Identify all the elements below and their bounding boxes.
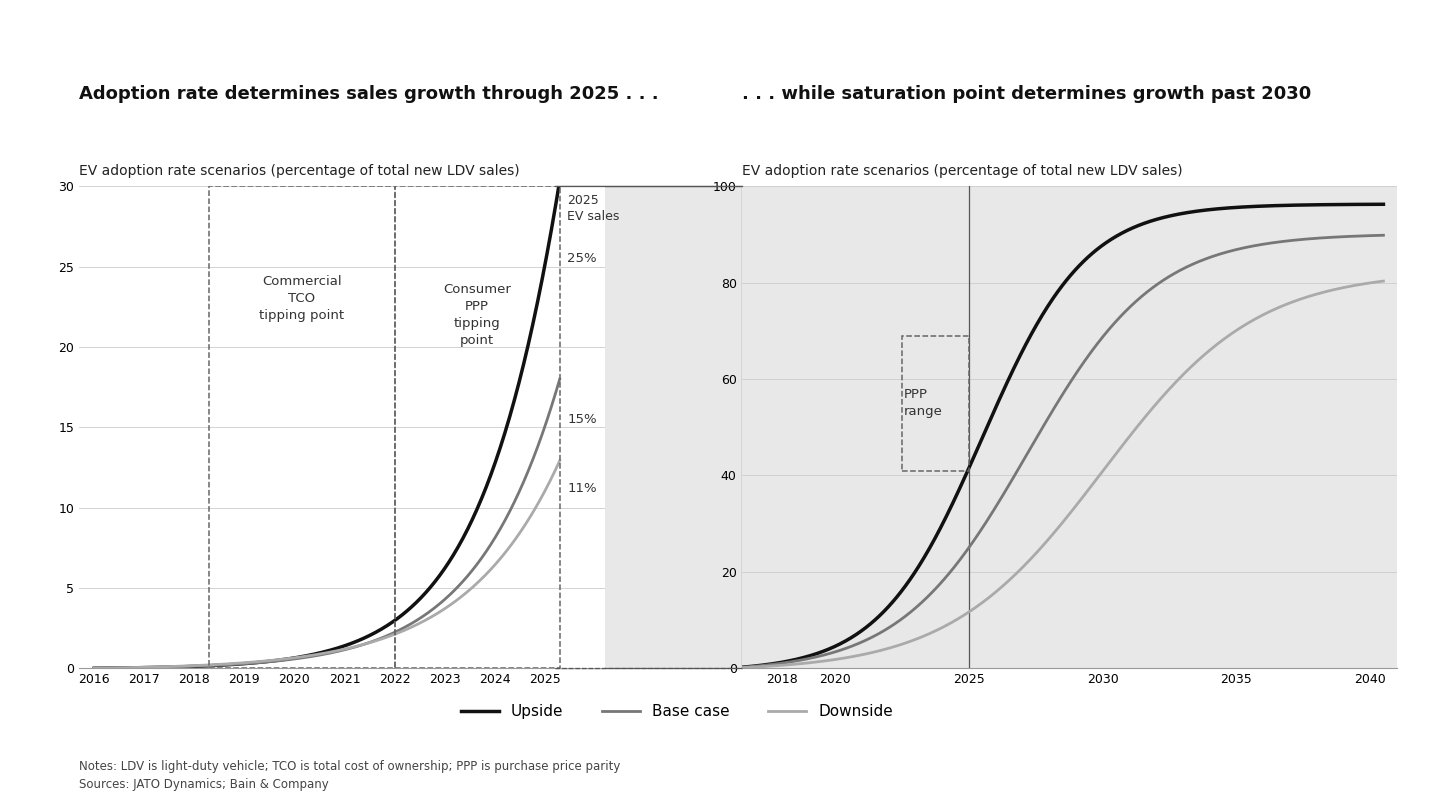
Bar <box>395 186 560 668</box>
Text: Notes: LDV is light-duty vehicle; TCO is total cost of ownership; PPP is purchas: Notes: LDV is light-duty vehicle; TCO is… <box>79 760 621 773</box>
Text: Adoption rate determines sales growth through 2025 . . .: Adoption rate determines sales growth th… <box>79 85 660 103</box>
Bar <box>209 186 395 668</box>
Text: EV adoption rate scenarios (percentage of total new LDV sales): EV adoption rate scenarios (percentage o… <box>79 164 520 178</box>
Text: 2025
EV sales: 2025 EV sales <box>567 194 619 224</box>
Legend: Upside, Base case, Downside: Upside, Base case, Downside <box>455 698 899 726</box>
Text: Consumer
PPP
tipping
point: Consumer PPP tipping point <box>444 283 511 347</box>
Text: 25%: 25% <box>567 252 598 265</box>
Text: . . . while saturation point determines growth past 2030: . . . while saturation point determines … <box>742 85 1310 103</box>
Bar <box>901 335 969 471</box>
Text: 15%: 15% <box>567 413 598 426</box>
Text: PPP
range: PPP range <box>904 388 943 418</box>
Text: EV adoption rate scenarios (percentage of total new LDV sales): EV adoption rate scenarios (percentage o… <box>742 164 1182 178</box>
Text: 11%: 11% <box>567 482 598 495</box>
Text: Sources: JATO Dynamics; Bain & Company: Sources: JATO Dynamics; Bain & Company <box>79 778 328 791</box>
Text: Commercial
TCO
tipping point: Commercial TCO tipping point <box>259 275 344 322</box>
